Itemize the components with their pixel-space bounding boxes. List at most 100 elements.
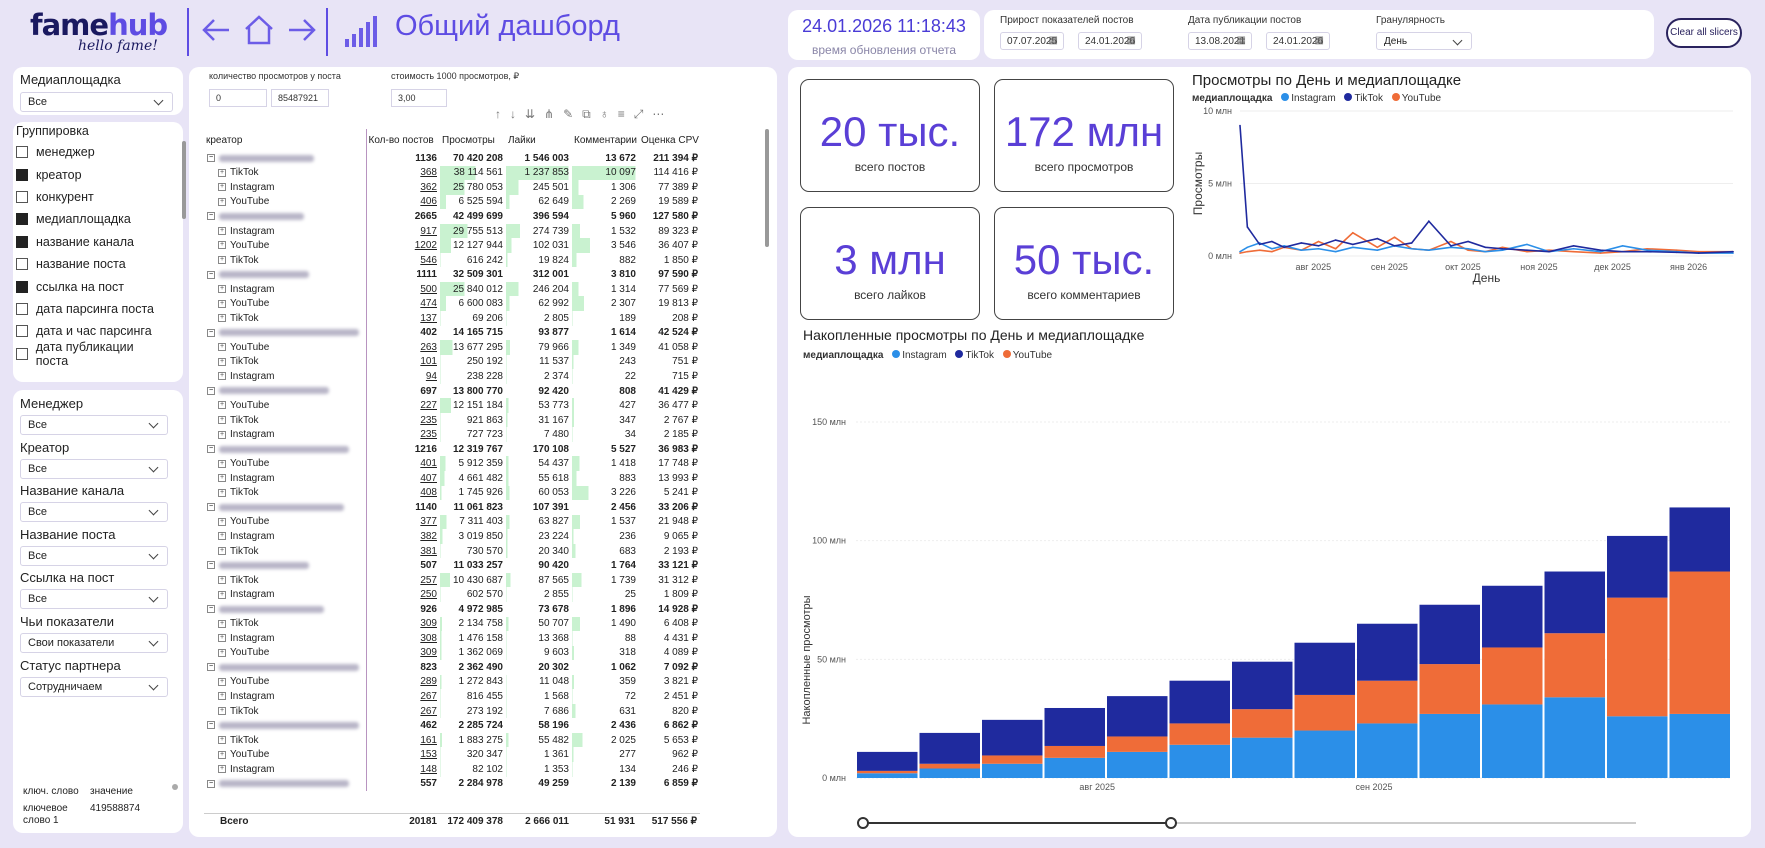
platform-dropdown[interactable]: Все	[20, 92, 173, 112]
platform-row[interactable]: + TikTok 161 1 883 275 55 482 2 025 5 653 ₽	[204, 732, 701, 748]
date-range-slider-track[interactable]	[863, 822, 1171, 824]
bar-instagram[interactable]	[1294, 730, 1356, 778]
bar-instagram[interactable]	[1232, 737, 1293, 778]
bar-youtube[interactable]	[1482, 647, 1543, 705]
expand-icon[interactable]: +	[218, 750, 226, 759]
creator-row[interactable]: − 1140 11 061 823 107 391 2 456 33 206 ₽	[204, 500, 701, 515]
grouping-option[interactable]: дата парсинга поста	[16, 298, 166, 320]
column-header[interactable]: креатор	[204, 129, 367, 151]
bar-tiktok[interactable]	[919, 732, 981, 764]
posts-cell[interactable]: 267	[420, 691, 437, 702]
posts-cell[interactable]: 377	[420, 516, 437, 528]
posts-cell[interactable]: 153	[420, 749, 437, 761]
cumulative-views-chart[interactable]: 0 млн 50 млн 100 млн 150 млн Накопленные про…	[796, 367, 1746, 822]
legend-instagram[interactable]: Instagram	[1291, 93, 1336, 104]
expand-icon[interactable]: +	[218, 401, 226, 410]
platform-row[interactable]: + Instagram 500 25 840 012 246 204 1 314 77 56…	[204, 281, 701, 297]
bar-instagram[interactable]	[857, 773, 918, 778]
posts-cell[interactable]: 474	[420, 298, 437, 310]
platform-row[interactable]: + TikTok 267 273 192 7 686 631 820 ₽	[204, 703, 701, 719]
bar-youtube[interactable]	[1169, 723, 1231, 745]
platform-row[interactable]: + Instagram 407 4 661 482 55 618 883 13 993 ₽	[204, 471, 701, 486]
column-header[interactable]: Комментарии	[574, 134, 637, 146]
collapse-icon[interactable]: −	[207, 212, 215, 221]
expand-icon[interactable]: +	[218, 459, 226, 468]
grouping-option[interactable]: название поста	[16, 253, 166, 275]
legend-tiktok[interactable]: TikTok	[1354, 93, 1383, 104]
posts-cell[interactable]: 368	[420, 167, 437, 179]
posts-cell[interactable]: 250	[420, 589, 437, 601]
platform-row[interactable]: + YouTube 153 320 347 1 361 277 962 ₽	[204, 747, 701, 762]
expand-icon[interactable]: +	[218, 168, 226, 177]
posts-cell[interactable]: 263	[420, 341, 437, 353]
granularity-dropdown[interactable]: День	[1376, 32, 1472, 50]
bar-tiktok[interactable]	[1044, 707, 1106, 746]
collapse-icon[interactable]: −	[207, 154, 215, 163]
platform-row[interactable]: + Instagram 382 3 019 850 23 224 236 9 065 ₽	[204, 529, 701, 544]
platform-row[interactable]: + Instagram 250 602 570 2 855 25 1 809 ₽	[204, 587, 701, 602]
legend-youtube[interactable]: YouTube	[1401, 93, 1442, 104]
expand-icon[interactable]: +	[218, 255, 226, 264]
posts-cell[interactable]: 1202	[414, 240, 437, 252]
column-header[interactable]: Лайки	[508, 134, 536, 146]
expand-icon[interactable]: +	[218, 241, 226, 250]
expand-icon[interactable]: +	[218, 619, 226, 628]
bar-tiktok[interactable]	[1544, 571, 1606, 634]
expand-icon[interactable]: +	[218, 517, 226, 526]
creator-row[interactable]: − 1111 32 509 301 312 001 3 810 97 590 ₽	[204, 267, 701, 282]
bar-tiktok[interactable]	[1107, 696, 1168, 737]
bar-tiktok[interactable]	[857, 751, 918, 771]
pub-to-date[interactable]: 24.01.2026 ▦	[1266, 32, 1330, 50]
collapse-icon[interactable]: −	[207, 445, 215, 454]
posts-cell[interactable]: 227	[420, 400, 437, 412]
expand-icon[interactable]: +	[218, 314, 226, 323]
bar-instagram[interactable]	[1107, 751, 1168, 778]
bar-youtube[interactable]	[1107, 736, 1168, 752]
platform-row[interactable]: + TikTok 408 1 745 926 60 053 3 226 5 241 ₽	[204, 485, 701, 501]
grouping-option[interactable]: ссылка на пост	[16, 275, 166, 297]
expand-icon[interactable]: +	[218, 692, 226, 701]
cpm-input[interactable]: 3,00	[391, 89, 447, 107]
slicer-dropdown[interactable]: Все	[20, 589, 168, 610]
bar-youtube[interactable]	[1294, 694, 1356, 731]
bar-instagram[interactable]	[1419, 713, 1481, 778]
collapse-icon[interactable]: −	[207, 721, 215, 730]
bar-youtube[interactable]	[919, 763, 981, 769]
platform-row[interactable]: + Instagram 308 1 476 158 13 368 88 4 431 ₽	[204, 631, 701, 646]
bar-youtube[interactable]	[1607, 597, 1668, 717]
posts-cell[interactable]: 546	[420, 254, 437, 266]
platform-row[interactable]: + YouTube 309 1 362 069 9 603 318 4 089 ₽	[204, 645, 701, 661]
bar-tiktok[interactable]	[1607, 535, 1668, 598]
creator-row[interactable]: − 1216 12 319 767 170 108 5 527 36 983 ₽	[204, 441, 701, 457]
collapse-icon[interactable]: −	[207, 779, 215, 788]
expand-icon[interactable]: +	[218, 226, 226, 235]
checkbox[interactable]	[16, 235, 28, 248]
platform-row[interactable]: + YouTube 406 6 525 594 62 649 2 269 19 589 ₽	[204, 194, 701, 210]
creator-row[interactable]: − 697 13 800 770 92 420 808 41 429 ₽	[204, 383, 701, 399]
posts-cell[interactable]: 401	[420, 458, 437, 470]
platform-row[interactable]: + TikTok 257 10 430 687 87 565 1 739 31 312 ₽	[204, 572, 701, 588]
posts-cell[interactable]: 308	[420, 632, 437, 644]
expand-icon[interactable]: +	[218, 415, 226, 424]
expand-icon[interactable]: +	[218, 736, 226, 744]
platform-row[interactable]: + YouTube 474 6 600 083 62 992 2 307 19 813 ₽	[204, 296, 701, 312]
slider-handle-end[interactable]	[1165, 817, 1177, 829]
platform-row[interactable]: + YouTube 1202 12 127 944 102 031 3 546 36 407…	[204, 238, 701, 253]
bar-youtube[interactable]	[1232, 709, 1293, 738]
platform-row[interactable]: + YouTube 227 12 151 184 53 773 427 36 477 ₽	[204, 398, 701, 413]
posts-cell[interactable]: 500	[420, 283, 437, 295]
collapse-icon[interactable]: −	[207, 386, 215, 395]
bar-instagram[interactable]	[982, 763, 1043, 778]
posts-cell[interactable]: 917	[420, 225, 437, 237]
posts-cell[interactable]: 257	[420, 574, 437, 586]
posts-cell[interactable]: 94	[425, 370, 437, 382]
platform-row[interactable]: + Instagram 917 29 755 513 274 739 1 532 89 32…	[204, 223, 701, 239]
posts-cell[interactable]: 408	[420, 487, 437, 499]
collapse-icon[interactable]: −	[207, 605, 215, 614]
grouping-option[interactable]: название канала	[16, 231, 166, 253]
slicer-dropdown[interactable]: Сотрудничаем	[20, 676, 168, 697]
platform-row[interactable]: + TikTok 368 38 114 561 1 237 853 10 097 114 4…	[204, 165, 701, 181]
bar-tiktok[interactable]	[1357, 623, 1418, 681]
platform-row[interactable]: + Instagram 148 82 102 1 353 134 246 ₽	[204, 761, 701, 777]
daily-views-chart[interactable]: 0 млн 5 млн 10 млн авг 2025 сен 2025 окт 2025…	[1188, 105, 1743, 287]
